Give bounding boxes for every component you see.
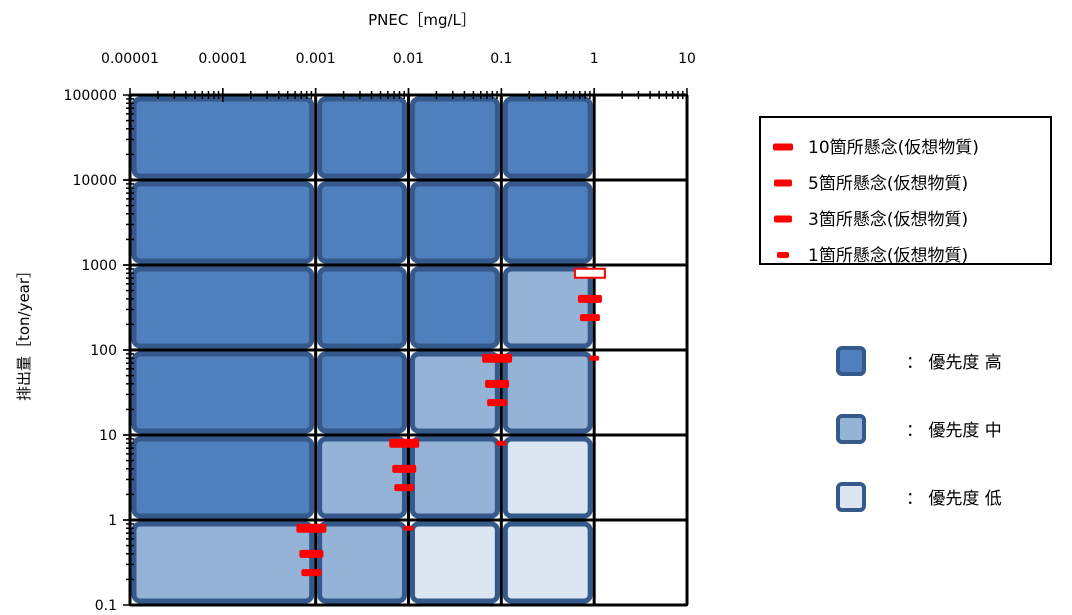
cell-1-1 bbox=[317, 181, 407, 264]
legend-box bbox=[759, 116, 1052, 265]
series-legend: 10箇所懸念(仮想物質) 5箇所懸念(仮想物質) 3箇所懸念(仮想物質) 1箇所懸念(… bbox=[759, 116, 1052, 266]
y-tick-label: 100 bbox=[90, 343, 117, 359]
marker-1 bbox=[577, 294, 602, 303]
y-axis-title: 排出量［ton/year］ bbox=[15, 263, 33, 401]
marker-0 bbox=[482, 353, 513, 363]
y-tick-label: 0.1 bbox=[95, 598, 117, 614]
cell-0-1 bbox=[317, 96, 407, 179]
legend-marker-2 bbox=[774, 215, 792, 223]
cell-4-1 bbox=[317, 436, 407, 519]
priority-label-0: ： 優先度 高 bbox=[906, 353, 1002, 373]
cell-3-3 bbox=[502, 351, 593, 434]
cell-0-2 bbox=[410, 96, 500, 179]
cell-1-3 bbox=[502, 181, 593, 264]
legend-label-3: 1箇所懸念(仮想物質) bbox=[808, 245, 968, 266]
cell-5-1 bbox=[317, 521, 407, 604]
marker-0 bbox=[573, 267, 606, 279]
marker-3 bbox=[589, 355, 600, 361]
y-tick-label: 1000 bbox=[81, 258, 117, 274]
y-tick-labels: 100000 10000 1000 100 10 1 0.1 bbox=[64, 88, 117, 614]
marker-3 bbox=[403, 525, 414, 531]
priority-label-1: ： 優先度 中 bbox=[906, 421, 1002, 441]
marker-2 bbox=[394, 484, 415, 492]
grid-lines bbox=[128, 93, 689, 607]
marker-3 bbox=[496, 440, 507, 446]
cell-1-0 bbox=[131, 181, 315, 264]
x-tick-label: 0.00001 bbox=[101, 51, 159, 67]
legend-marker-1 bbox=[774, 179, 792, 187]
legend-label-0: 10箇所懸念(仮想物質) bbox=[808, 137, 979, 158]
priority-swatch-0 bbox=[836, 346, 866, 376]
cell-3-0 bbox=[131, 351, 315, 434]
x-tick-label: 10 bbox=[678, 51, 696, 67]
y-tick-label: 100000 bbox=[64, 88, 117, 104]
cell-0-3 bbox=[502, 96, 593, 179]
cell-2-1 bbox=[317, 266, 407, 349]
cell-4-2 bbox=[410, 436, 500, 519]
priority-label-2: ： 優先度 低 bbox=[906, 489, 1002, 509]
marker-1 bbox=[485, 379, 510, 388]
marker-2 bbox=[579, 314, 600, 322]
axis-ticks bbox=[123, 88, 688, 606]
marker-2 bbox=[301, 569, 322, 577]
data-markers bbox=[296, 267, 606, 577]
y-tick-label: 10000 bbox=[72, 173, 117, 189]
marker-0 bbox=[296, 523, 327, 533]
y-tick-label: 10 bbox=[99, 428, 117, 444]
y-tick-label: 1 bbox=[108, 513, 117, 529]
cell-1-2 bbox=[410, 181, 500, 264]
cell-3-2 bbox=[410, 351, 500, 434]
cell-3-1 bbox=[317, 351, 407, 434]
priority-swatch-1 bbox=[836, 414, 866, 444]
legend-label-2: 3箇所懸念(仮想物質) bbox=[808, 209, 968, 230]
cell-5-3 bbox=[502, 521, 593, 604]
x-axis-title: PNEC［mg/L］ bbox=[368, 11, 476, 29]
priority-cells bbox=[131, 96, 593, 604]
cell-2-3 bbox=[502, 266, 593, 349]
cell-2-2 bbox=[410, 266, 500, 349]
priority-legend: ： 優先度 高 ： 優先度 中 ： 優先度 低 bbox=[836, 346, 1002, 512]
cell-4-0 bbox=[131, 436, 315, 519]
cell-4-3 bbox=[502, 436, 593, 519]
legend-marker-0 bbox=[773, 143, 793, 151]
priority-swatch-2 bbox=[836, 482, 866, 512]
x-tick-label: 0.01 bbox=[393, 51, 424, 67]
x-tick-labels: 0.00001 0.0001 0.001 0.01 0.1 1 10 bbox=[101, 51, 696, 67]
x-tick-label: 0.001 bbox=[296, 51, 336, 67]
x-tick-label: 0.1 bbox=[490, 51, 512, 67]
legend-label-1: 5箇所懸念(仮想物質) bbox=[808, 173, 968, 194]
marker-0 bbox=[389, 438, 420, 448]
cell-5-0 bbox=[131, 521, 315, 604]
marker-1 bbox=[392, 464, 417, 473]
x-tick-label: 1 bbox=[590, 51, 599, 67]
x-tick-label: 0.0001 bbox=[198, 51, 247, 67]
marker-1 bbox=[299, 549, 324, 558]
cell-0-0 bbox=[131, 96, 315, 179]
cell-2-0 bbox=[131, 266, 315, 349]
legend-marker-3 bbox=[777, 252, 789, 258]
cell-5-2 bbox=[410, 521, 500, 604]
marker-2 bbox=[487, 399, 508, 407]
